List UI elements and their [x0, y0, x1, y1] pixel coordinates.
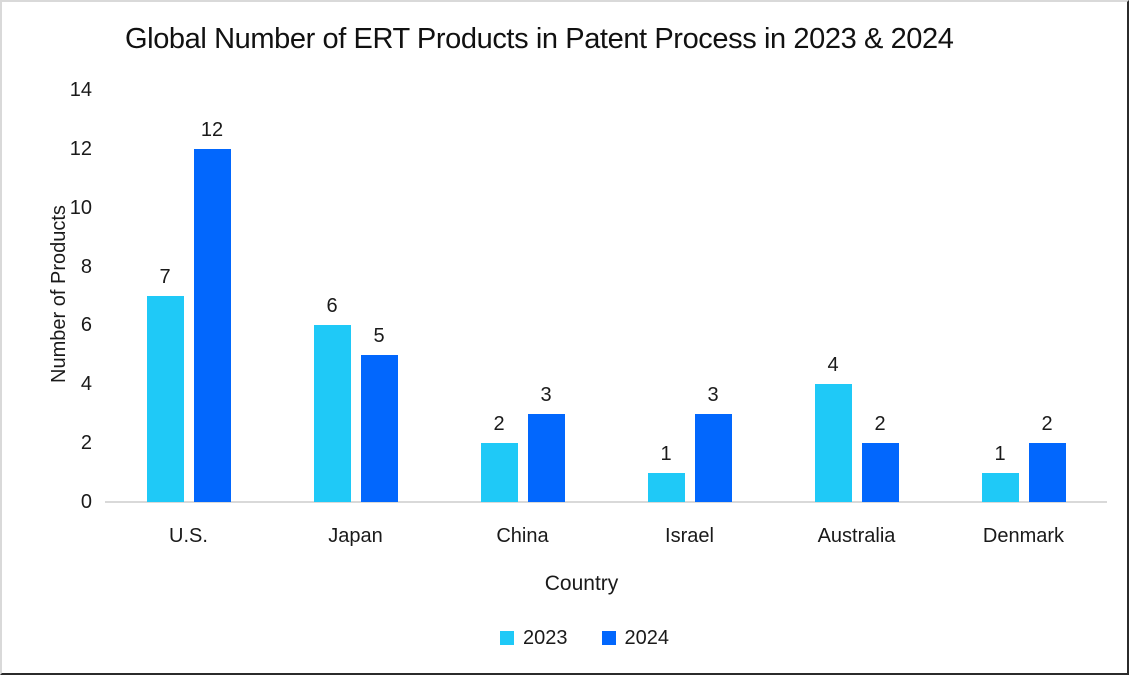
y-tick-label: 8 [80, 255, 92, 278]
x-axis-line [105, 501, 1107, 503]
bar-2024-china [527, 413, 565, 502]
bar-value-label: 3 [707, 383, 719, 406]
bar-value-label: 2 [1041, 413, 1053, 436]
chart-title: Global Number of ERT Products in Patent … [125, 23, 954, 55]
x-tick-label: Israel [665, 525, 714, 547]
bar-2023-us [146, 296, 184, 502]
legend-label: 2024 [624, 627, 670, 649]
legend-item-2023: 2023 [500, 626, 568, 650]
bar-2024-denmark [1028, 443, 1066, 502]
chart-legend: 2023 2024 [22, 626, 1127, 650]
bar-value-label: 5 [373, 324, 385, 347]
legend-item-2024: 2024 [601, 626, 670, 650]
bar-2023-denmark [981, 472, 1019, 502]
y-tick-label: 4 [80, 373, 92, 396]
x-tick-label: Japan [328, 525, 383, 547]
bar-value-label: 7 [159, 266, 171, 288]
legend-swatch-icon [601, 631, 616, 645]
y-tick-label: 14 [69, 79, 92, 101]
bar-2024-israel [694, 413, 732, 502]
y-tick-label: 12 [69, 137, 92, 160]
bar-2024-australia [861, 443, 899, 502]
legend-swatch-icon [500, 631, 514, 645]
legend-label: 2023 [523, 627, 568, 649]
y-tick-label: 10 [69, 196, 92, 219]
bar-value-label: 6 [326, 295, 338, 318]
bar-value-label: 1 [994, 442, 1006, 465]
bar-2023-china [480, 443, 518, 502]
bar-2023-israel [647, 472, 685, 502]
y-tick-label: 2 [80, 432, 92, 455]
bar-value-label: 1 [660, 442, 672, 465]
y-tick-label: 6 [80, 314, 92, 337]
bar-value-label: 4 [827, 354, 839, 377]
x-tick-label: Denmark [982, 525, 1065, 547]
x-tick-label: Australia [817, 525, 896, 547]
bar-value-label: 3 [540, 383, 552, 406]
bar-2024-japan [360, 354, 398, 502]
bar-2023-japan [313, 325, 351, 502]
bar-value-label: 2 [493, 413, 505, 436]
x-tick-label: China [496, 525, 549, 547]
bar-2024-us [193, 148, 231, 502]
bar-2023-australia [814, 384, 852, 502]
x-tick-label: U.S. [169, 525, 208, 547]
x-axis-title: Country [544, 572, 619, 595]
bar-value-label: 12 [200, 118, 224, 141]
bar-value-label: 2 [874, 413, 886, 436]
y-tick-label: 0 [80, 491, 92, 513]
